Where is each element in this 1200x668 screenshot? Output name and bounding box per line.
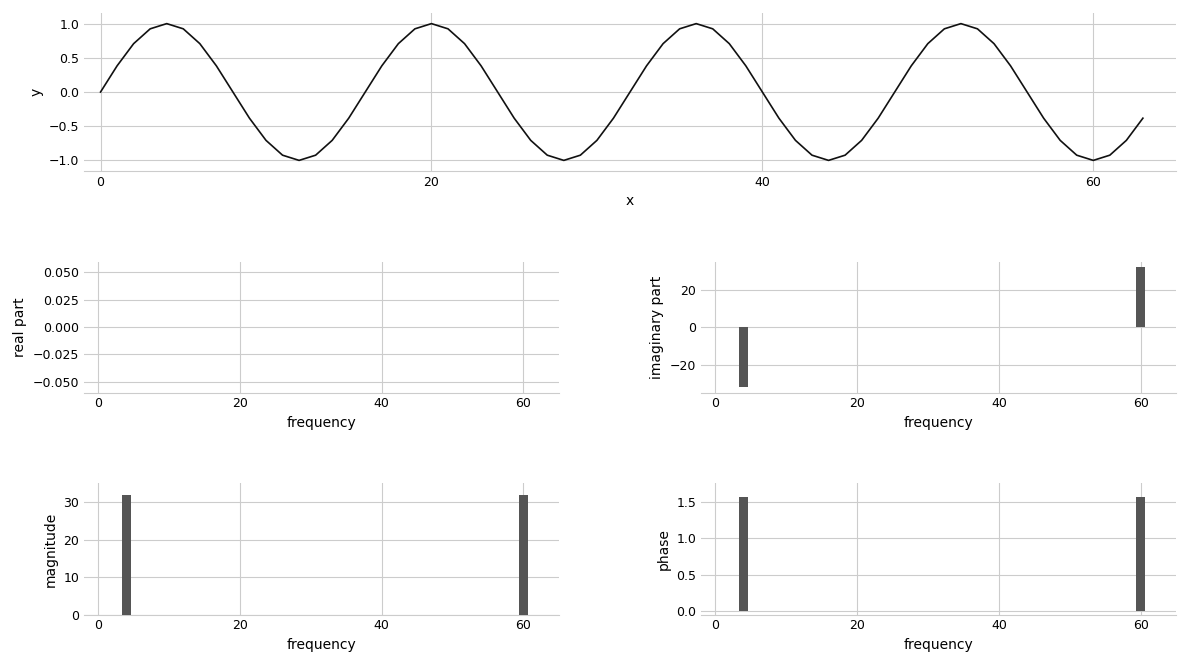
Y-axis label: magnitude: magnitude bbox=[43, 512, 58, 587]
Bar bbox=[520, 495, 528, 615]
Bar bbox=[739, 496, 748, 611]
X-axis label: frequency: frequency bbox=[904, 638, 973, 652]
Bar bbox=[739, 327, 748, 387]
Y-axis label: y: y bbox=[29, 88, 43, 96]
Y-axis label: phase: phase bbox=[656, 528, 671, 570]
X-axis label: frequency: frequency bbox=[287, 416, 356, 430]
Bar bbox=[1136, 267, 1145, 327]
Bar bbox=[1136, 496, 1145, 611]
Bar bbox=[122, 495, 131, 615]
X-axis label: frequency: frequency bbox=[904, 416, 973, 430]
Y-axis label: real part: real part bbox=[13, 297, 28, 357]
Y-axis label: imaginary part: imaginary part bbox=[650, 275, 665, 379]
X-axis label: frequency: frequency bbox=[287, 638, 356, 652]
X-axis label: x: x bbox=[626, 194, 634, 208]
